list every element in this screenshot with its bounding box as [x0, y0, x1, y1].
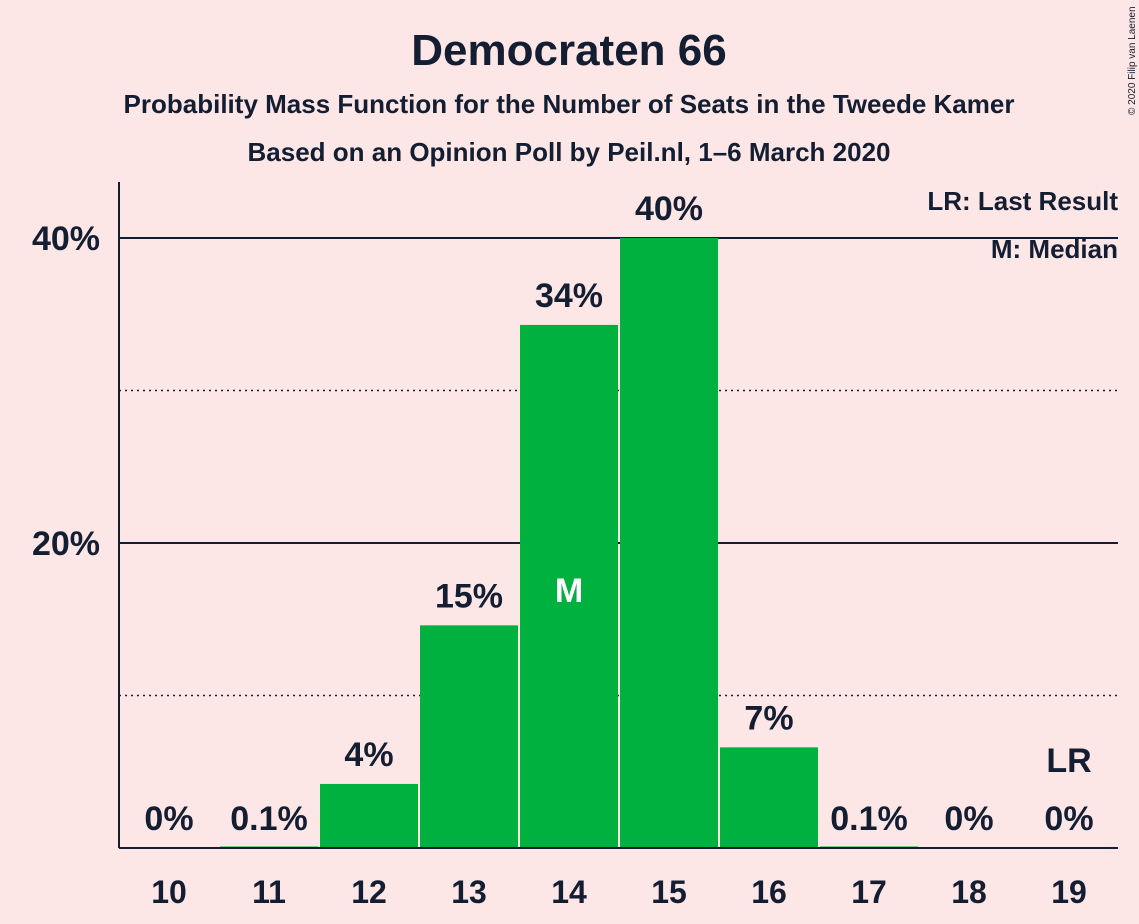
- data-label-13: 15%: [435, 577, 503, 615]
- x-tick-label-13: 13: [451, 874, 487, 910]
- legend-entry-0: LR: Last Result: [927, 186, 1118, 216]
- copyright: © 2020 Filip van Laenen: [1127, 6, 1138, 115]
- chart-subtitle-source: Based on an Opinion Poll by Peil.nl, 1–6…: [248, 137, 891, 167]
- chart-title: Democraten 66: [411, 26, 726, 75]
- x-tick-label-16: 16: [751, 874, 787, 910]
- median-marker: M: [555, 572, 583, 610]
- x-tick-label-12: 12: [351, 874, 387, 910]
- data-label-17: 0.1%: [830, 800, 908, 838]
- bars: [220, 238, 918, 848]
- x-tick-label-18: 18: [951, 874, 987, 910]
- bar-12: [320, 783, 418, 848]
- y-tick-label: 40%: [32, 220, 100, 258]
- data-label-14: 34%: [535, 277, 603, 315]
- axes: 10 11 12 13 14 15 16 17 18 19: [118, 182, 1118, 910]
- data-label-18: 0%: [944, 800, 993, 838]
- x-tick-label-15: 15: [651, 874, 687, 910]
- bar-16: [720, 747, 818, 848]
- chart-subtitle: Probability Mass Function for the Number…: [124, 89, 1015, 119]
- data-label-11: 0.1%: [230, 800, 308, 838]
- x-tick-label-14: 14: [551, 874, 587, 910]
- data-label-19: 0%: [1044, 800, 1093, 838]
- data-label-15: 40%: [635, 190, 703, 228]
- bar-13: [420, 625, 518, 848]
- x-tick-label-17: 17: [851, 874, 887, 910]
- bar-14: [520, 324, 618, 848]
- legend-entry-1: M: Median: [991, 234, 1118, 264]
- last-result-marker: LR: [1046, 742, 1091, 780]
- y-tick-label: 20%: [32, 525, 100, 563]
- x-tick-label-10: 10: [151, 874, 187, 910]
- bar-15: [620, 238, 718, 848]
- legend: LR: Last Result M: Median: [927, 186, 1118, 264]
- x-tick-label-19: 19: [1051, 874, 1087, 910]
- data-label-10: 0%: [144, 800, 193, 838]
- data-label-12: 4%: [344, 736, 393, 774]
- data-labels: 0% 0.1% 4% 15% 34% 40% 7% 0.1% 0% 0% M LR: [144, 190, 1093, 838]
- x-tick-label-11: 11: [252, 874, 286, 910]
- data-label-16: 7%: [744, 699, 793, 737]
- gridlines: 20% 40%: [32, 220, 1118, 697]
